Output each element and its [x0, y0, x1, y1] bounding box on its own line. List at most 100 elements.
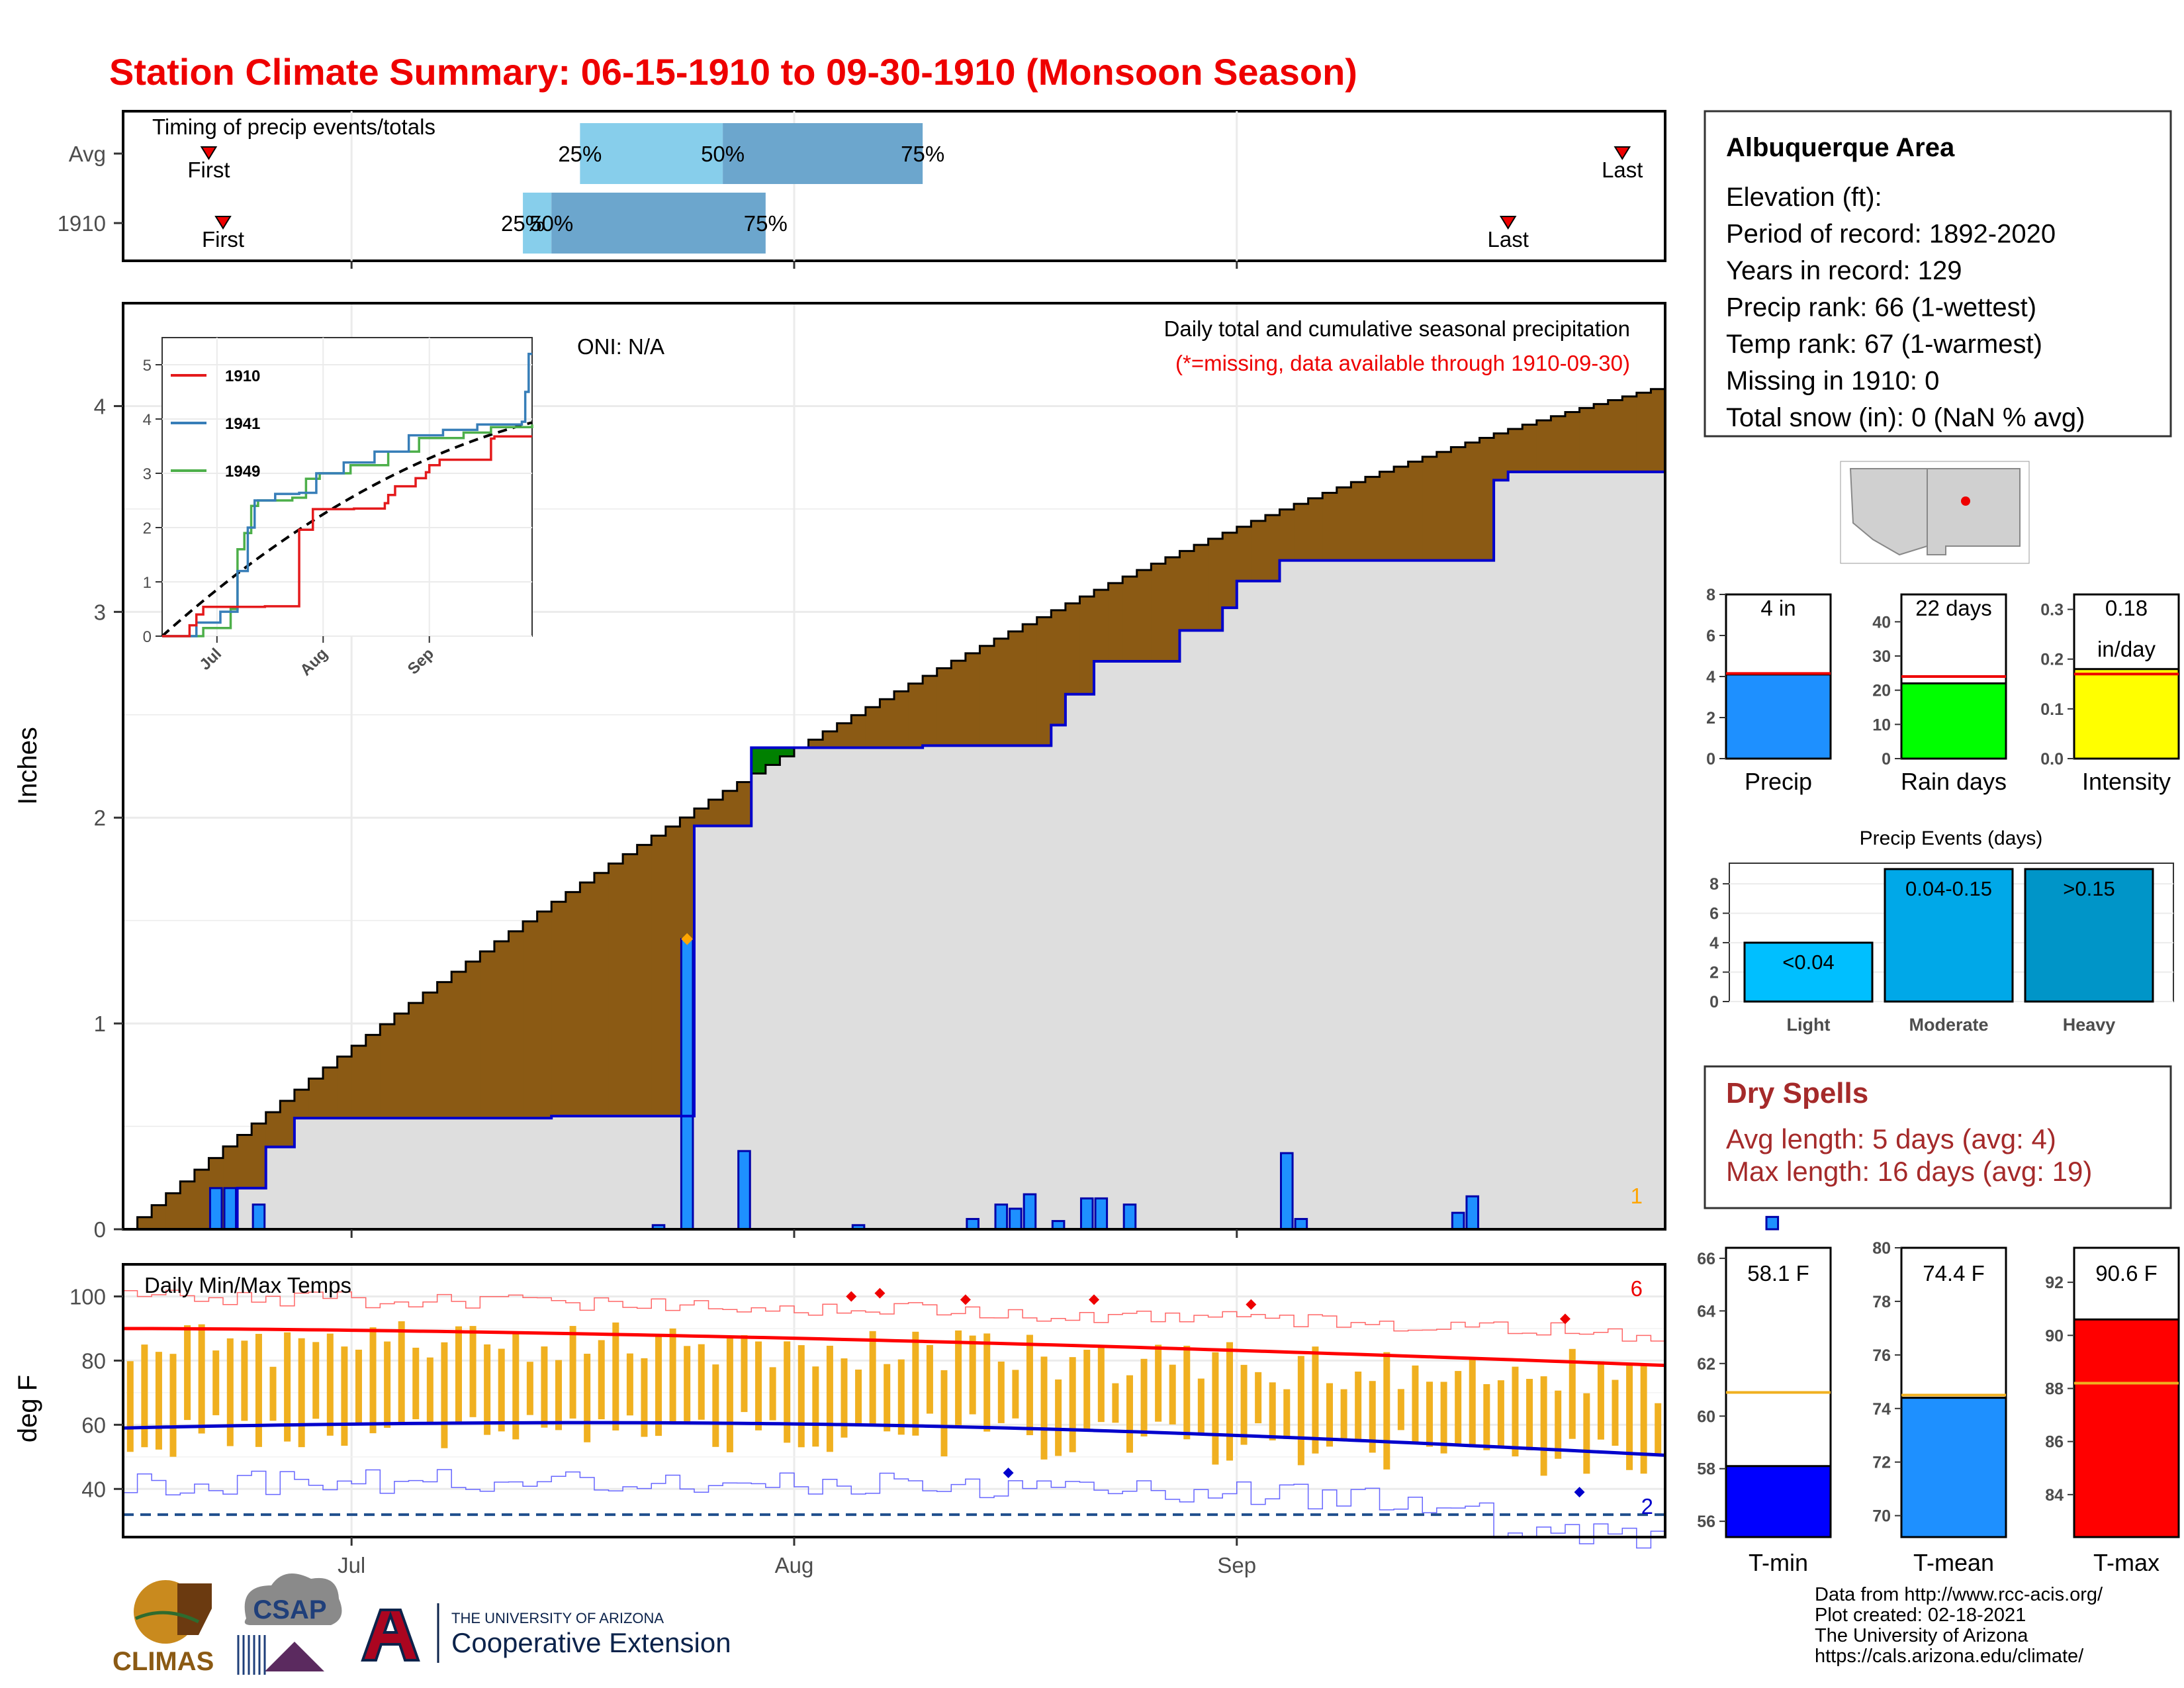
- precip-below-normal: [1451, 447, 1466, 561]
- precip-below-normal: [408, 1003, 424, 1119]
- temp-range-bar: [1340, 1389, 1347, 1441]
- temp-bar-ytick: 90: [2045, 1327, 2064, 1345]
- temp-range-bar: [212, 1350, 220, 1415]
- temp-range-bar: [498, 1348, 505, 1432]
- temp-bar-ytick: 78: [1872, 1293, 1891, 1311]
- temp-bar-fill: [2073, 1318, 2180, 1538]
- temp-bar-t-min: 56 58 60 62 64 66 58.1 F T-min: [1697, 1246, 1832, 1576]
- temp-bar-t-mean: 70 72 74 76 78 80 74.4 F T-mean: [1872, 1239, 2007, 1576]
- temp-range-bar: [226, 1338, 234, 1446]
- temp-range-bar: [1126, 1375, 1133, 1453]
- summary-bar-value: 4 in: [1760, 596, 1796, 620]
- temp-bar-ytick: 56: [1697, 1513, 1715, 1531]
- summary-bar-value-unit: in/day: [2097, 637, 2156, 661]
- precip-below-normal: [908, 683, 923, 748]
- temp-bar-ytick: 62: [1697, 1355, 1715, 1374]
- precip-below-normal: [137, 1217, 152, 1229]
- temp-bar-ytick: 92: [2045, 1274, 2064, 1292]
- temp-range-bar: [469, 1326, 477, 1417]
- temp-range-bar: [1355, 1371, 1362, 1440]
- map-station-dot: [1961, 496, 1970, 506]
- temp-bar-ytick: 72: [1872, 1454, 1891, 1472]
- timing-label: Timing of precip events/totals: [152, 115, 435, 139]
- temp-range-bar: [1240, 1364, 1248, 1445]
- temp-bar-ytick: 76: [1872, 1346, 1891, 1365]
- station-info-line: Missing in 1910: 0: [1726, 367, 1939, 396]
- ua-a-icon: [361, 1609, 420, 1662]
- precip-events-title: Precip Events (days): [1860, 827, 2043, 849]
- temp-range-bar: [784, 1341, 791, 1443]
- temp-bar-ytick: 84: [2045, 1486, 2064, 1505]
- precip-below-normal: [1522, 424, 1537, 472]
- inset-ytick: 2: [143, 520, 152, 538]
- precip-chart: 0 1 2 3 4 Inches ONI: N/A Daily total and cumul…: [13, 302, 1780, 1242]
- precip-below-normal: [823, 731, 838, 748]
- temp-range-bar: [1440, 1382, 1447, 1454]
- temp-range-bar: [626, 1353, 633, 1416]
- inset-legend-label: 1910: [225, 367, 260, 385]
- temp-range-bar: [298, 1338, 305, 1448]
- precip-below-normal: [1151, 563, 1166, 661]
- inset-normal-line: [161, 421, 533, 637]
- temp-bar-ytick: 66: [1697, 1250, 1715, 1268]
- temps-ylabel: deg F: [13, 1375, 42, 1442]
- precip-below-normal: [808, 739, 823, 748]
- temp-range-bar: [955, 1330, 962, 1425]
- temp-range-bar: [1512, 1366, 1519, 1457]
- dry-spells-max: Max length: 16 days (avg: 19): [1726, 1156, 2092, 1187]
- temp-normal-min-line: [122, 1421, 1666, 1457]
- temp-range-bar: [1497, 1380, 1504, 1446]
- precip-below-normal: [979, 645, 995, 746]
- temp-bar-ytick: 58: [1697, 1460, 1715, 1479]
- precip-below-normal: [737, 782, 752, 826]
- precip-below-normal: [308, 1078, 324, 1119]
- climas-logo: CLIMAS: [113, 1580, 214, 1676]
- temp-bar-value: 74.4 F: [1923, 1261, 1985, 1286]
- temp-range-bar: [1326, 1383, 1334, 1447]
- precip-cumulative-line: [123, 470, 1665, 1231]
- temp-range-bar: [184, 1325, 191, 1421]
- timing-marker-label: Last: [1602, 158, 1643, 182]
- precip-below-normal: [1079, 596, 1095, 694]
- temp-range-bar: [855, 1369, 862, 1427]
- precip-below-normal: [923, 676, 938, 746]
- precip-below-normal: [380, 1024, 395, 1119]
- temp-range-bar: [441, 1342, 448, 1448]
- timing-p50-label: 50%: [701, 142, 745, 166]
- temp-range-bar: [755, 1341, 762, 1430]
- timing-p25-label: 25%: [501, 211, 545, 236]
- precip-below-normal: [494, 941, 510, 1119]
- daily-precip-bar: [1122, 1203, 1137, 1231]
- precip-below-normal: [337, 1056, 352, 1119]
- temp-range-bar: [1197, 1378, 1205, 1434]
- precip-above-normal: [780, 747, 795, 757]
- precip-below-normal: [623, 854, 638, 1117]
- daily-precip-bar: [1451, 1211, 1465, 1231]
- temp-bar-ytick: 60: [1697, 1407, 1715, 1426]
- temp-record-low-line: [123, 1469, 1665, 1549]
- inset-series-1910: [162, 435, 532, 637]
- precip-below-normal: [1336, 487, 1351, 561]
- precip-below-normal: [965, 653, 981, 746]
- footer-line: The University of Arizona: [1815, 1625, 2028, 1646]
- summary-bar-label: Intensity: [2082, 768, 2171, 795]
- temp-range-bar: [255, 1334, 262, 1447]
- temp-range-bar: [769, 1367, 776, 1421]
- page-title: Station Climate Summary: 06-15-1910 to 0…: [109, 51, 1357, 93]
- temp-range-bar: [269, 1366, 277, 1421]
- temp-range-bar: [1612, 1380, 1619, 1446]
- temp-range-bar: [969, 1335, 976, 1415]
- temps-ytick: 100: [69, 1284, 106, 1309]
- precip-below-normal: [437, 982, 452, 1119]
- inset-ytick: 1: [143, 574, 152, 592]
- temp-range-bar: [355, 1349, 362, 1425]
- summary-bar-ytick: 6: [1706, 627, 1715, 645]
- precip-below-normal: [837, 723, 852, 748]
- precip-below-normal: [1322, 492, 1338, 561]
- locator-map: [1840, 461, 2030, 564]
- precip-below-normal: [351, 1045, 367, 1119]
- temp-range-bar: [398, 1321, 405, 1425]
- timing-row-1910: 1910 25%50% 75% First Last: [58, 193, 1529, 254]
